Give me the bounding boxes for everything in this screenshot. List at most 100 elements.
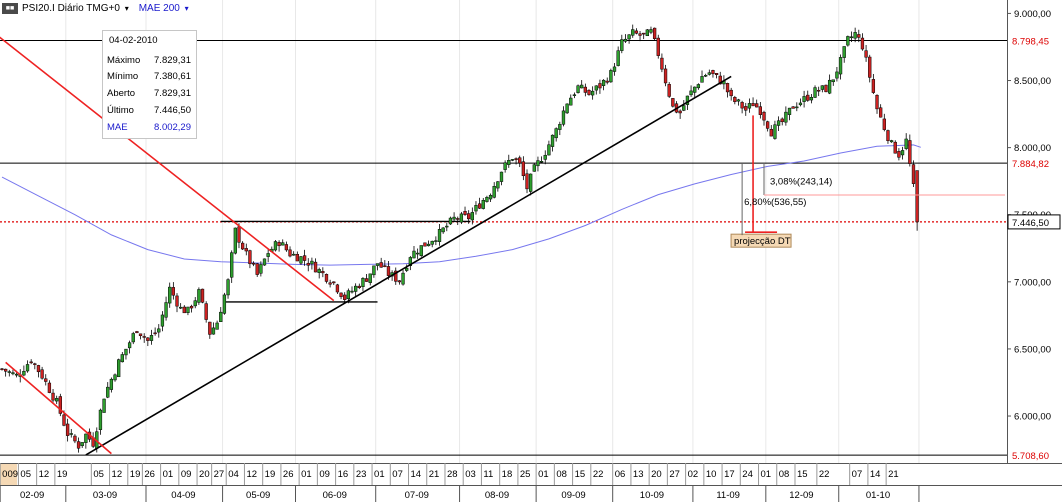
candle-body [773, 124, 777, 139]
uptrend-line [85, 75, 732, 456]
candle-body [689, 90, 693, 96]
instrument-selector[interactable]: PSI20.I Diário TMG+0 ▾ [22, 3, 129, 14]
candle-body [802, 96, 806, 102]
candle-body [146, 337, 150, 341]
candle-body [233, 227, 237, 254]
month-label: 11-09 [716, 490, 740, 501]
candle-body [237, 226, 241, 243]
candle-body [189, 305, 194, 309]
day-label: 01 [374, 469, 385, 480]
info-value: 7.446,50 [154, 105, 191, 116]
axis-label-text: 8.798,45 [1012, 36, 1049, 47]
day-label: 20 [199, 469, 210, 480]
candle-body [678, 110, 682, 114]
price-tick-label: 6.500,00 [1014, 344, 1051, 355]
candle-body [266, 253, 270, 257]
candle-body [835, 71, 839, 79]
candle-body [879, 107, 883, 118]
candle-body [784, 111, 788, 123]
info-value: 8.002,29 [154, 122, 191, 133]
candle-body [14, 373, 19, 376]
day-label: 15 [575, 469, 586, 480]
candle-body [780, 118, 784, 123]
day-label: 04 [228, 469, 239, 480]
axis-label-text: 7.884,82 [1012, 159, 1049, 170]
candle-body [102, 398, 106, 413]
candle-body [572, 94, 577, 96]
candle-body [361, 278, 365, 287]
candle-body [685, 95, 690, 105]
candle-body [813, 87, 817, 98]
candle-body [510, 159, 515, 161]
info-date: 04-02-2010 [109, 35, 158, 46]
info-row-min: Mínimo 7.380,61 [107, 71, 191, 85]
candle-body [762, 111, 766, 121]
day-label: 02 [688, 469, 699, 480]
candle-body [131, 333, 135, 343]
candle-body [696, 84, 701, 89]
candle-body [463, 211, 467, 215]
candle-body [321, 271, 325, 274]
candle-body [452, 216, 456, 220]
day-label: 12 [39, 469, 50, 480]
day-label: 01 [538, 469, 549, 480]
day-label: 26 [283, 469, 294, 480]
candle-body [693, 86, 697, 93]
day-label: 18 [502, 469, 513, 480]
candle-body [707, 72, 711, 75]
candle-body [255, 263, 259, 275]
candle-body [120, 354, 124, 363]
info-label: Aberto [107, 88, 135, 99]
candle-body [576, 85, 580, 93]
candle-body [98, 409, 103, 430]
candle-body [587, 89, 591, 95]
candle-body [711, 70, 715, 75]
candle-body [251, 262, 256, 265]
candle-body [871, 79, 876, 93]
candle-body [631, 29, 635, 36]
projection-callout-label: projecção DT [734, 236, 791, 247]
candle-body [142, 336, 146, 338]
candle-body [663, 68, 668, 84]
indicator-selector[interactable]: MAE 200 ▾ [139, 3, 189, 14]
candle-body [175, 295, 179, 307]
candle-body [868, 56, 872, 78]
candle-body [616, 50, 620, 66]
candle-body [135, 331, 139, 334]
candle-body [704, 75, 708, 77]
candle-body [536, 160, 540, 167]
candle-body [117, 359, 121, 378]
candle-body [682, 105, 686, 111]
candle-body [831, 79, 835, 83]
candle-body [459, 213, 464, 223]
candle-body [423, 242, 427, 247]
candle-body [514, 158, 518, 161]
measure-long-label: 6,80%(536,55) [744, 197, 806, 208]
day-label: 26 [144, 469, 155, 480]
candle-body [51, 392, 55, 401]
candle-body [550, 134, 555, 147]
axis-label-text: 5.708,60 [1012, 451, 1049, 462]
candle-body [776, 120, 781, 126]
candle-body [860, 37, 865, 50]
candle-body [273, 241, 278, 251]
candle-body [817, 89, 821, 92]
candle-body [521, 161, 526, 177]
candle-body [656, 37, 660, 56]
day-label: 01 [301, 469, 312, 480]
candle-body [558, 124, 562, 130]
candle-body [893, 141, 897, 154]
info-label: Mínimo [107, 71, 139, 82]
day-label: 25 [520, 469, 531, 480]
info-value: 7.380,61 [154, 71, 191, 82]
candle-body [204, 303, 208, 320]
candle-body [827, 79, 832, 94]
day-label: 09 [319, 469, 330, 480]
candle-body [168, 286, 172, 304]
candle-body [332, 281, 336, 284]
candle-body [288, 249, 292, 257]
candle-body [84, 433, 88, 443]
candle-body [733, 97, 737, 102]
candle-body [547, 144, 551, 156]
